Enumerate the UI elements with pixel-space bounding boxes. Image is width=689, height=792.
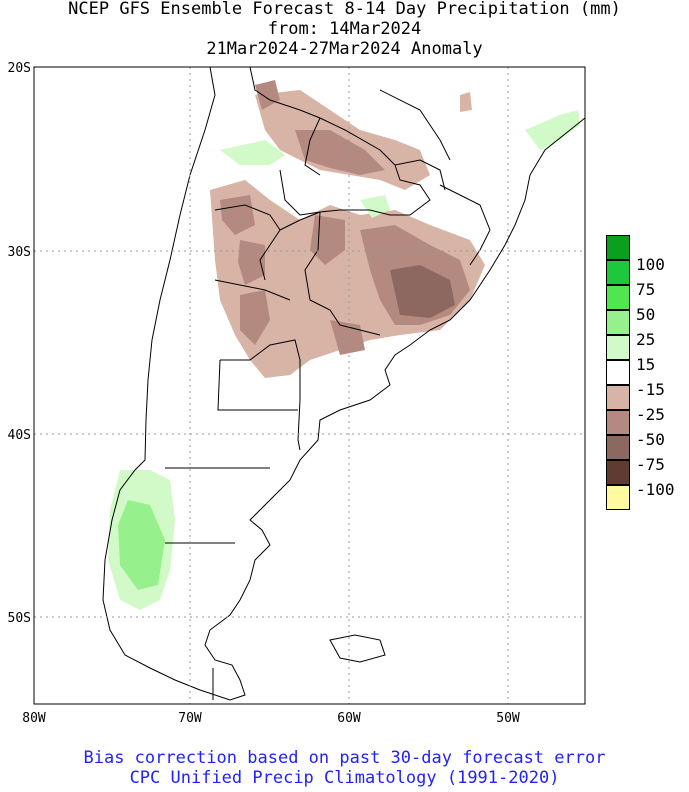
lon-label: 80W: [22, 711, 46, 726]
lat-label: 20S: [8, 61, 31, 76]
legend-label: 75: [636, 280, 656, 299]
map-frame: [33, 66, 586, 705]
lon-label: 60W: [337, 711, 361, 726]
footer-note-climatology: CPC Unified Precip Climatology (1991-202…: [129, 768, 560, 788]
forecast-issue-date: from: 14Mar2024: [267, 19, 422, 39]
legend-label: 100: [636, 255, 665, 274]
legend-swatch: [606, 310, 630, 335]
legend-swatch: [606, 235, 630, 260]
legend-swatch: [606, 435, 630, 460]
lon-label: 70W: [178, 711, 202, 726]
lat-label: 30S: [8, 245, 31, 260]
footer-note-bias: Bias correction based on past 30-day for…: [83, 748, 606, 768]
legend-swatch: [606, 285, 630, 310]
legend-label: -15: [636, 380, 665, 399]
forecast-period: 21Mar2024-27Mar2024 Anomaly: [206, 39, 483, 59]
lon-label: 50W: [496, 711, 520, 726]
legend-swatch: [606, 460, 630, 485]
map-title: NCEP GFS Ensemble Forecast 8-14 Day Prec…: [68, 0, 621, 19]
legend-swatch: [606, 360, 630, 385]
legend-label: -100: [636, 480, 675, 499]
coastlines-and-borders: [102, 66, 586, 701]
legend-swatch: [606, 260, 630, 285]
legend-swatch: [606, 485, 630, 510]
legend-swatch: [606, 335, 630, 360]
legend-label: 25: [636, 330, 656, 349]
legend-label: 15: [636, 355, 656, 374]
legend-label: -50: [636, 430, 665, 449]
anomaly-shading: [210, 80, 485, 378]
legend-label: -75: [636, 455, 665, 474]
lat-label: 50S: [8, 611, 31, 626]
legend-swatch: [606, 385, 630, 410]
wet-anomaly-shading: [108, 110, 580, 610]
graticule: [34, 67, 585, 704]
legend-label: 50: [636, 305, 656, 324]
lat-label: 40S: [8, 428, 31, 443]
legend-swatch: [606, 410, 630, 435]
legend-label: -25: [636, 405, 665, 424]
